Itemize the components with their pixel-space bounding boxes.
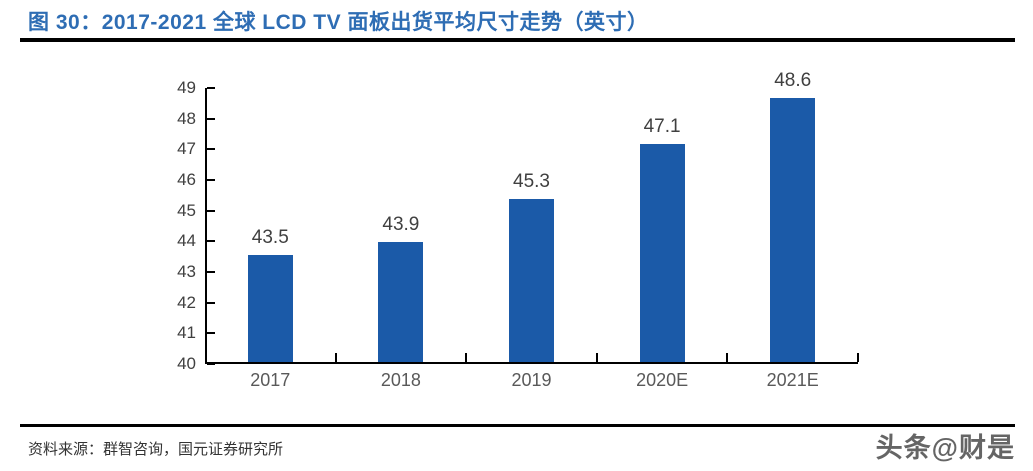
y-axis-tick-label: 42: [177, 292, 196, 312]
source-note: 资料来源：群智咨询，国元证券研究所: [28, 441, 284, 458]
bar-value-label: 47.1: [643, 116, 681, 138]
y-axis-tick-label: 43: [177, 262, 196, 281]
bar-value-label: 45.3: [513, 171, 550, 193]
x-axis-tick: [857, 353, 859, 362]
x-axis-tick: [465, 353, 468, 362]
page-title: 图 30：2017-2021 全球 LCD TV 面板出货平均尺寸走势（英寸）: [28, 11, 649, 34]
y-axis-tick: [207, 240, 215, 243]
y-axis-tick: [207, 363, 215, 365]
bar[interactable]: [509, 199, 554, 362]
y-axis-tick-label: 48: [177, 108, 196, 128]
y-axis-tick: [207, 148, 215, 151]
bar[interactable]: [770, 98, 816, 362]
y-axis-tick-label: 47: [177, 139, 196, 159]
bar[interactable]: [247, 254, 293, 362]
x-axis-category-label: 2017: [250, 370, 291, 390]
bar-value-label: 48.6: [774, 70, 812, 92]
watermark: 头条@财是: [875, 433, 1015, 463]
y-axis-tick-label: 45: [177, 200, 196, 220]
bar[interactable]: [639, 144, 685, 362]
y-axis-tick: [207, 179, 215, 181]
x-axis-category-label: 2018: [380, 370, 421, 390]
x-axis-tick: [334, 353, 337, 362]
plot-area: 43.5 43.9 45.3 47.1 48.6: [205, 70, 859, 365]
header-divider: [20, 38, 1015, 42]
y-axis-tick-label: 46: [177, 170, 196, 189]
y-axis-tick-labels: 49 48 47 46 45 44 43 42 41 40: [162, 78, 196, 373]
footer-divider: [20, 424, 1015, 427]
y-axis-tick: [207, 209, 215, 212]
y-axis-tick-label: 44: [177, 231, 196, 251]
y-axis-tick: [207, 301, 215, 304]
x-axis-category-label: 2019: [511, 370, 552, 390]
y-axis-tick-label: 49: [177, 78, 196, 97]
y-axis-tick: [207, 87, 215, 89]
y-axis-line: [205, 88, 207, 364]
x-axis-tick: [595, 353, 598, 362]
x-axis-line: [205, 362, 858, 364]
bar-value-label: 43.5: [251, 226, 289, 248]
bar[interactable]: [378, 242, 424, 362]
x-axis-category-label: 2020E: [636, 370, 689, 390]
x-axis-category-label: 2021E: [766, 370, 819, 390]
y-axis-tick: [207, 332, 215, 335]
y-axis-tick: [207, 271, 215, 273]
bar-chart: 49 48 47 46 45 44 43 42 41 40 43.5 43.9 45.3 47.1 48.…: [0, 48, 1033, 408]
bar-value-label: 43.9: [382, 214, 420, 236]
x-axis-tick: [726, 353, 729, 362]
y-axis-tick: [207, 117, 215, 120]
y-axis-tick-label: 41: [177, 323, 196, 343]
y-axis-tick-label: 40: [177, 354, 196, 373]
